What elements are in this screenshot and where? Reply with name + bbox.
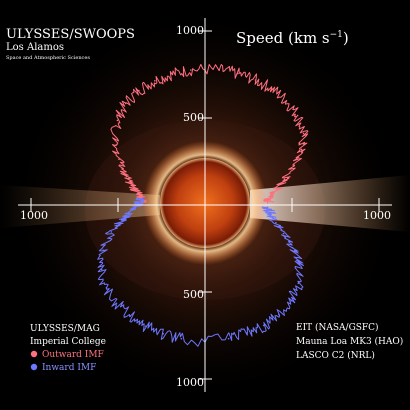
data-point-inward-14 [145, 325, 147, 328]
data-point-outward-5 [114, 138, 116, 141]
data-point-inward-17 [105, 287, 108, 289]
credit-mauna-loa: Mauna Loa MK3 (HAO) [296, 336, 403, 347]
data-point-inward-11 [227, 337, 230, 340]
speed-title: Speed (km s−1) [236, 29, 349, 47]
data-point-outward-18 [302, 132, 305, 135]
legend-marker-outward [30, 350, 38, 358]
speed-title-text: Speed (km s [236, 29, 330, 47]
tick-label-bottom-1000: 1000 [176, 376, 204, 389]
data-point-inward-12 [180, 337, 183, 340]
tick-label-bottom-500: 500 [183, 288, 204, 301]
data-point-inward-22 [131, 209, 133, 211]
credit-ulysses-mag: ULYSSES/MAG [30, 324, 100, 334]
data-point-outward-11 [190, 69, 192, 71]
tick-label-left-1000: 1000 [20, 209, 48, 222]
data-point-inward-21 [121, 218, 124, 221]
data-point-inward-19 [102, 249, 105, 252]
legend-outward-label: Outward IMF [42, 350, 104, 360]
data-point-outward-15 [271, 88, 273, 90]
legend-marker-inward [30, 363, 38, 371]
data-point-outward-2 [133, 186, 135, 189]
data-point-inward-13 [162, 332, 164, 335]
credit-imperial-college: Imperial College [30, 337, 106, 347]
data-point-inward-20 [110, 231, 113, 233]
subtitle: Los Alamos [6, 42, 64, 53]
data-point-outward-14 [254, 79, 257, 81]
data-point-outward-12 [218, 69, 220, 71]
series-trace-inward [97, 198, 304, 347]
data-point-outward-1 [138, 195, 141, 197]
tick-label-top-1000: 1000 [176, 24, 204, 37]
credit-eit: EIT (NASA/GSFC) [296, 322, 379, 333]
data-point-outward-6 [116, 119, 119, 122]
data-point-outward-20 [293, 164, 295, 167]
data-point-inward-5 [298, 263, 301, 265]
data-point-outward-10 [171, 73, 174, 75]
streamer-left [0, 185, 160, 228]
data-point-inward-7 [290, 299, 293, 302]
speed-title-close: ) [343, 29, 349, 47]
series-trace-outward [110, 63, 309, 204]
data-point-inward-3 [282, 232, 285, 235]
data-point-inward-1 [269, 213, 272, 215]
data-point-inward-0 [266, 206, 269, 208]
data-point-outward-19 [300, 148, 303, 151]
data-point-inward-9 [262, 324, 265, 327]
data-point-outward-16 [285, 100, 288, 102]
data-point-inward-8 [278, 313, 280, 316]
data-point-outward-22 [275, 189, 278, 191]
data-point-inward-24 [141, 197, 144, 200]
data-point-inward-23 [138, 201, 140, 204]
credit-lasco: LASCO C2 (NRL) [296, 350, 375, 361]
title: ULYSSES/SWOOPS [6, 27, 135, 42]
data-point-inward-2 [275, 221, 277, 224]
data-point-outward-24 [266, 202, 269, 204]
series-layer [97, 63, 309, 347]
subtitle-small: Space and Atmospheric Sciences [6, 55, 90, 61]
data-point-outward-17 [296, 114, 299, 117]
axes [18, 18, 392, 392]
data-point-inward-16 [115, 302, 118, 305]
data-point-outward-9 [154, 80, 156, 82]
speed-title-exponent: −1 [330, 30, 343, 40]
tick-label-top-500: 500 [183, 111, 204, 124]
data-point-outward-23 [270, 197, 272, 199]
data-point-inward-18 [100, 268, 103, 271]
data-point-inward-10 [245, 332, 248, 335]
data-point-inward-4 [291, 246, 294, 249]
data-point-outward-8 [138, 89, 140, 92]
streamer-right [250, 175, 410, 232]
tick-label-right-1000: 1000 [363, 209, 391, 222]
data-point-outward-4 [118, 158, 120, 161]
data-point-outward-7 [124, 102, 127, 105]
data-point-outward-21 [283, 178, 286, 180]
data-point-inward-6 [297, 282, 300, 285]
data-point-outward-13 [236, 72, 239, 75]
legend-inward-label: Inward IMF [42, 363, 96, 373]
data-point-inward-15 [129, 315, 131, 317]
data-point-outward-3 [125, 175, 128, 178]
